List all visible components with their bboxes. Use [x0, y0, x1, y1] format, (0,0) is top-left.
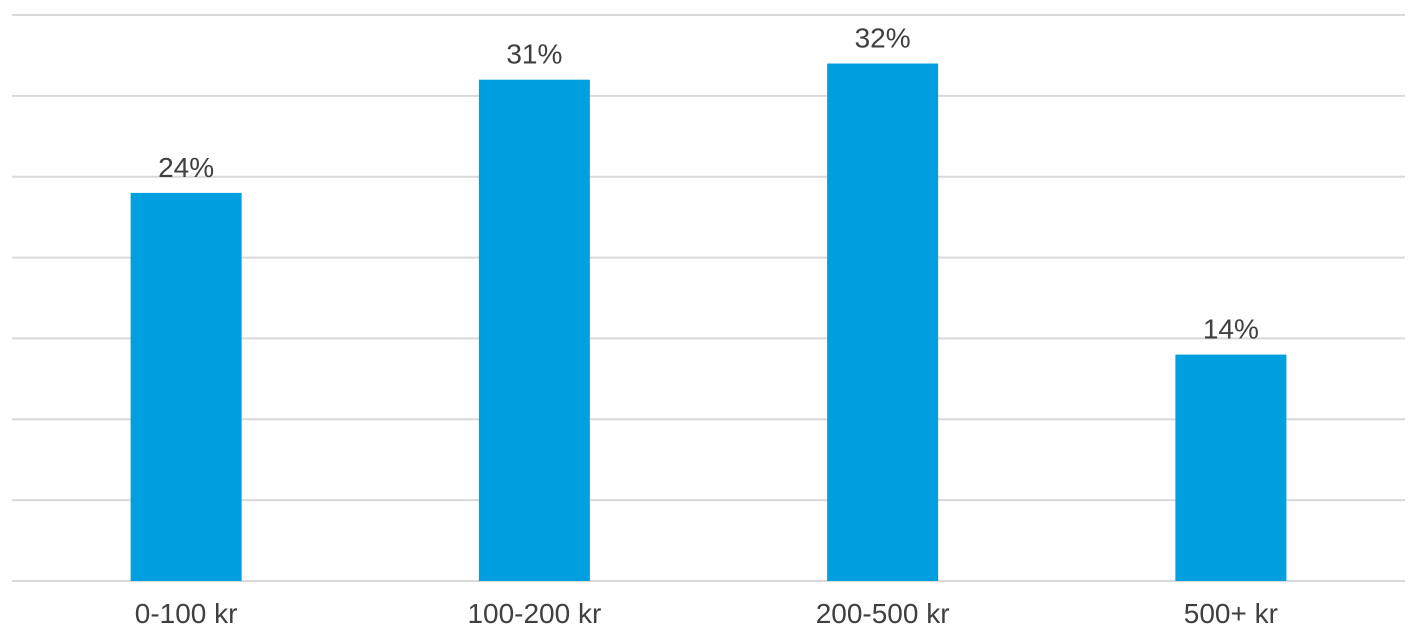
bars — [130, 63, 1287, 582]
data-label-4: 14% — [1203, 314, 1259, 345]
data-label-1: 24% — [158, 152, 214, 183]
x-tick-label-3: 200-500 kr — [816, 598, 950, 629]
x-tick-label-4: 500+ kr — [1184, 598, 1278, 629]
data-label-3: 32% — [855, 23, 911, 54]
x-tick-label-2: 100-200 kr — [467, 598, 601, 629]
x-tick-label-1: 0-100 kr — [135, 598, 238, 629]
bar-4 — [1175, 354, 1287, 581]
bar-3 — [827, 63, 939, 582]
bar-1 — [130, 192, 242, 581]
bar-2 — [478, 79, 590, 581]
data-label-2: 31% — [506, 39, 562, 70]
gridlines — [12, 14, 1405, 582]
x-axis-tick-labels: 0-100 kr 100-200 kr 200-500 kr 500+ kr — [135, 598, 1278, 629]
data-labels: 24% 31% 32% 14% — [158, 23, 1259, 345]
